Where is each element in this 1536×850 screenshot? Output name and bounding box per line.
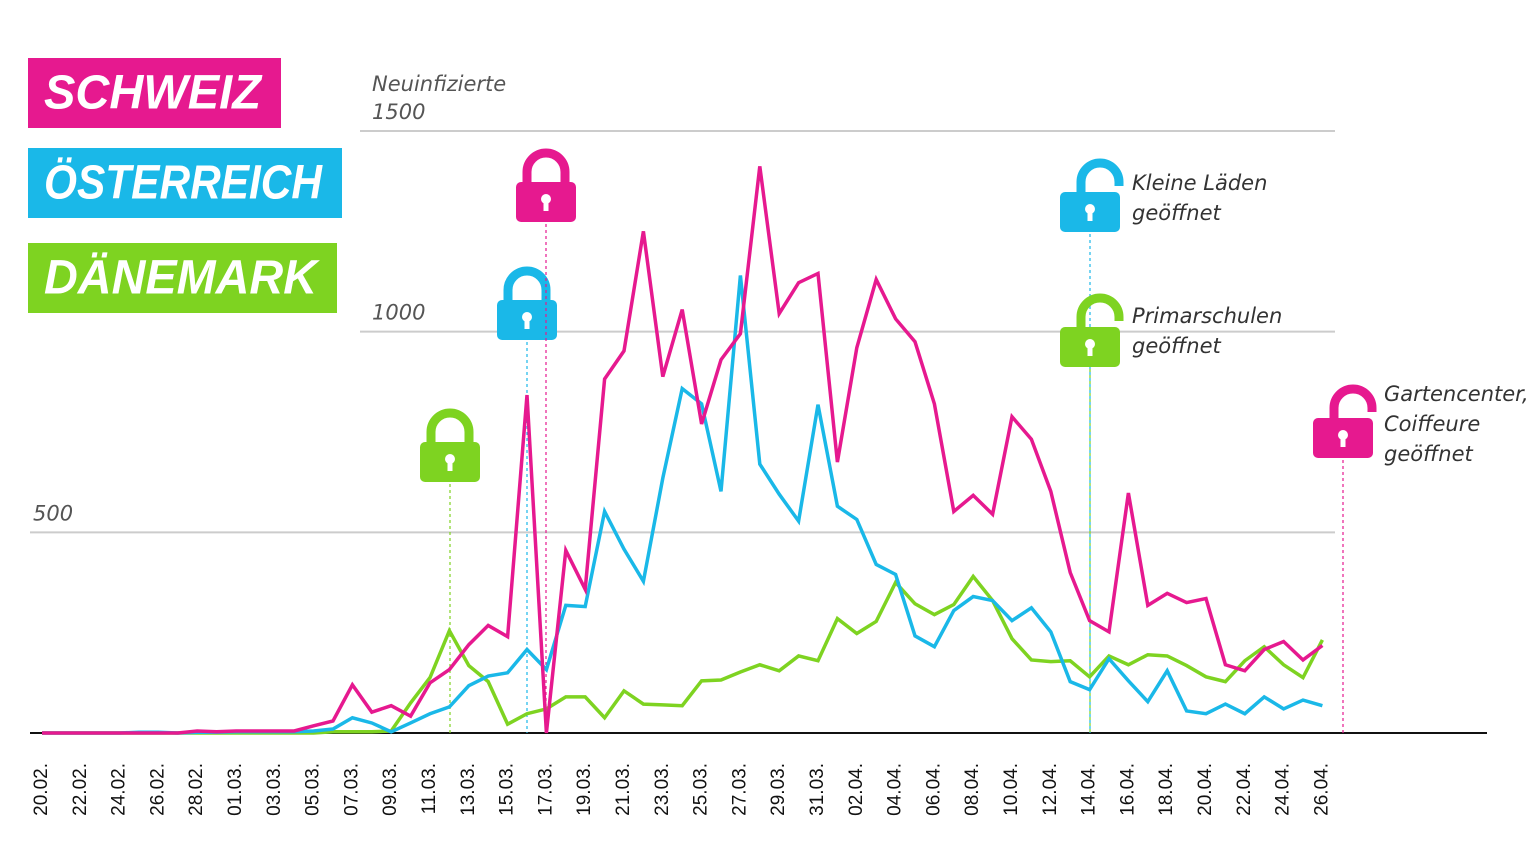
x-tick-label: 22.04. [1234, 763, 1255, 816]
x-tick-label: 26.02. [147, 763, 168, 816]
x-tick-label: 20.04. [1195, 763, 1216, 816]
x-tick-label: 16.04. [1117, 763, 1138, 816]
lock-icon [1060, 158, 1124, 232]
lock-icon [1313, 384, 1377, 458]
annotation: geöffnet [1384, 442, 1473, 466]
x-tick-label: 01.03. [225, 763, 246, 816]
x-tick-label: 25.03. [691, 763, 712, 816]
x-tick-label: 02.04. [846, 763, 867, 816]
lock-shackle [503, 266, 551, 302]
keyhole-slot [1087, 344, 1093, 356]
y-tick-label: 1000 [372, 301, 425, 325]
annotation: geöffnet [1132, 334, 1221, 358]
y-tick-label: 500 [33, 501, 73, 525]
keyhole-slot [447, 459, 453, 471]
x-tick-label: 06.04. [923, 763, 944, 816]
x-tick-label: 10.04. [1001, 763, 1022, 816]
series-line [42, 166, 1324, 735]
x-tick-label: 18.04. [1156, 763, 1177, 816]
y-tick-label: 1500 [372, 100, 425, 124]
annotation: Gartencenter, [1384, 382, 1529, 406]
annotation: Primarschulen [1132, 304, 1282, 328]
x-tick-label: 26.04. [1311, 763, 1332, 816]
x-tick-label: 11.03. [419, 763, 440, 814]
x-tick-label: 29.03. [768, 763, 789, 816]
lock-shackle [1329, 384, 1377, 420]
x-tick-label: 05.03. [303, 763, 324, 816]
legend-swatch [28, 243, 337, 313]
x-tick-label: 08.04. [962, 763, 983, 816]
series-line [42, 573, 1324, 735]
lock-shackle [426, 408, 474, 444]
x-tick-label: 24.04. [1273, 763, 1294, 816]
keyhole-slot [524, 317, 530, 329]
y-axis-label: Neuinfizierte [372, 72, 506, 96]
x-tick-label: 20.02. [31, 763, 52, 816]
lock-icon [420, 408, 480, 482]
legend-label: DÄNEMARK [44, 252, 320, 305]
x-tick-label: 07.03. [341, 763, 362, 816]
legend-swatch [28, 58, 281, 128]
lock-icon [497, 266, 557, 340]
x-tick-label: 09.03. [380, 763, 401, 816]
x-tick-label: 19.03. [574, 763, 595, 816]
x-tick-label: 31.03. [807, 763, 828, 816]
x-tick-label: 04.04. [885, 763, 906, 816]
lock-shackle [1076, 293, 1124, 329]
legend-label: ÖSTERREICH [44, 157, 323, 210]
keyhole-slot [1340, 435, 1346, 447]
keyhole-slot [1087, 209, 1093, 221]
x-tick-label: 12.04. [1040, 763, 1061, 816]
x-tick-label: 15.03. [497, 763, 518, 816]
annotation: Kleine Läden [1132, 171, 1267, 195]
lock-shackle [522, 148, 570, 184]
legend-swatch [28, 148, 342, 218]
x-tick-label: 27.03. [729, 763, 750, 816]
keyhole-slot [543, 199, 549, 211]
x-tick-label: 23.03. [652, 763, 673, 816]
x-tick-label: 22.02. [70, 763, 91, 816]
x-tick-label: 21.03. [613, 763, 634, 816]
x-tick-label: 13.03. [458, 763, 479, 816]
annotation: geöffnet [1132, 201, 1221, 225]
x-tick-label: 17.03. [535, 763, 556, 816]
lock-icon [516, 148, 576, 222]
annotation: Coiffeure [1384, 412, 1480, 436]
x-tick-label: 14.04. [1079, 763, 1100, 816]
x-tick-label: 24.02. [109, 763, 130, 816]
lock-icon [1060, 293, 1124, 367]
legend-label: SCHWEIZ [44, 67, 263, 120]
x-tick-label: 03.03. [264, 763, 285, 816]
x-tick-label: 28.02. [186, 763, 207, 816]
lock-shackle [1076, 158, 1124, 194]
